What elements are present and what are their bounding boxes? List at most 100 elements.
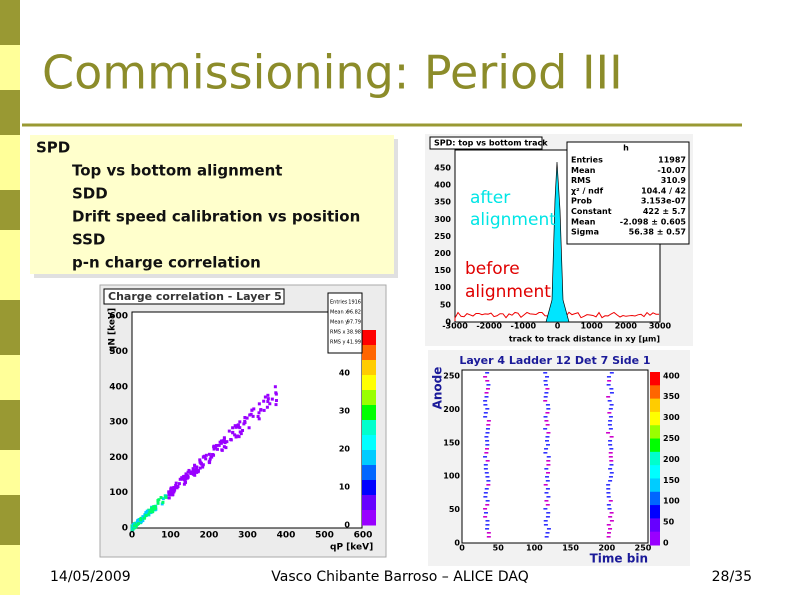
x-tick-label: 0 bbox=[129, 531, 135, 541]
track-dot bbox=[546, 456, 551, 458]
z-tick-label: 300 bbox=[663, 413, 680, 422]
track-dot bbox=[545, 412, 550, 414]
annotation-after: after bbox=[470, 188, 510, 208]
z-tick-label: 150 bbox=[663, 476, 680, 485]
z-tick-label: 400 bbox=[663, 371, 680, 380]
stat-name: χ² / ndf bbox=[571, 186, 604, 195]
stat-name: RMS bbox=[571, 176, 591, 185]
scatter-point bbox=[193, 473, 197, 477]
color-scale bbox=[362, 405, 376, 421]
scatter-point bbox=[231, 426, 235, 430]
scatter-point bbox=[198, 460, 202, 464]
scatter-point bbox=[257, 402, 261, 406]
scatter-point bbox=[231, 430, 235, 434]
color-scale bbox=[650, 531, 660, 546]
track-dot bbox=[609, 388, 614, 390]
track-dot bbox=[545, 476, 550, 478]
track-dot bbox=[483, 400, 488, 402]
track-dot bbox=[486, 424, 491, 426]
track-dot bbox=[546, 512, 551, 514]
track-dot bbox=[485, 380, 490, 382]
color-scale bbox=[650, 385, 660, 400]
track-dot bbox=[485, 440, 490, 442]
track-dot bbox=[608, 428, 613, 430]
scatter-point bbox=[252, 407, 256, 411]
track-dot bbox=[485, 444, 490, 446]
track-dot bbox=[485, 388, 490, 390]
x-tick-label: 300 bbox=[238, 531, 257, 541]
y-tick-label: 200 bbox=[434, 249, 451, 258]
plot-area bbox=[461, 369, 649, 544]
scatter-point bbox=[178, 477, 182, 481]
track-dot bbox=[608, 480, 613, 482]
track-dot bbox=[606, 524, 611, 526]
scatter-point bbox=[168, 491, 172, 495]
color-scale bbox=[362, 465, 376, 481]
scatter-point bbox=[256, 415, 260, 419]
stat-name: Mean bbox=[571, 217, 596, 226]
annotation-after: alignment bbox=[470, 210, 556, 230]
track-dot bbox=[546, 528, 551, 530]
z-tick-label: 0 bbox=[344, 521, 350, 530]
track-dot bbox=[607, 400, 612, 402]
track-dot bbox=[608, 516, 613, 518]
x-axis-label: track to track distance in xy [μm] bbox=[509, 335, 660, 344]
z-tick-label: 30 bbox=[339, 407, 351, 416]
bullet-text: SDD bbox=[72, 185, 108, 203]
scatter-point bbox=[266, 397, 270, 401]
track-dot bbox=[543, 416, 548, 418]
y-tick-label: 150 bbox=[443, 438, 460, 447]
track-dot bbox=[607, 508, 612, 510]
track-dot bbox=[486, 532, 491, 534]
track-dot bbox=[545, 424, 550, 426]
y-tick-label: 600 bbox=[109, 312, 128, 322]
scatter-point bbox=[176, 484, 180, 488]
x-tick-label: 200 bbox=[598, 544, 615, 553]
scatter-point bbox=[233, 433, 237, 437]
y-tick-label: 350 bbox=[434, 198, 451, 207]
track-dot bbox=[485, 372, 490, 374]
track-dot bbox=[608, 468, 613, 470]
scatter-point bbox=[139, 517, 143, 521]
charge-plot: Charge correlation - Layer 50 100 200 300 40… bbox=[99, 284, 387, 558]
track-dot bbox=[544, 420, 549, 422]
track-dot bbox=[543, 428, 548, 430]
scatter-point bbox=[210, 455, 214, 459]
x-tick-label: 400 bbox=[277, 531, 296, 541]
y-tick-label: 0 bbox=[445, 317, 451, 326]
scatter-point bbox=[217, 443, 221, 447]
track-dot bbox=[483, 508, 488, 510]
track-dot bbox=[484, 472, 489, 474]
track-dot bbox=[606, 384, 611, 386]
x-tick-label: 3000 bbox=[649, 322, 672, 331]
y-tick-label: 100 bbox=[434, 283, 451, 292]
track-dot bbox=[608, 456, 613, 458]
scatter-point bbox=[159, 496, 163, 500]
color-scale bbox=[362, 375, 376, 391]
track-dot bbox=[485, 460, 490, 462]
scatter-point bbox=[201, 465, 205, 469]
stat-value: 38.98 bbox=[347, 330, 361, 336]
stat-name: Constant bbox=[571, 207, 612, 216]
scatter-point bbox=[189, 471, 193, 475]
scatter-point bbox=[172, 490, 176, 494]
stat-value: 41.99 bbox=[347, 340, 361, 346]
scatter-point bbox=[215, 443, 219, 447]
stat-value: -2.098 ± 0.605 bbox=[620, 217, 687, 226]
x-tick-label: 0 bbox=[459, 544, 465, 553]
scatter-point bbox=[192, 468, 196, 472]
scatter-point bbox=[185, 473, 189, 477]
x-tick-label: -3000 bbox=[442, 322, 468, 331]
track-dot bbox=[545, 444, 550, 446]
track-dot bbox=[608, 420, 613, 422]
scatter-point bbox=[262, 408, 266, 412]
y-tick-label: 0 bbox=[122, 524, 128, 534]
x-tick-label: 250 bbox=[635, 544, 652, 553]
scatter-point bbox=[156, 501, 160, 505]
track-dot bbox=[486, 384, 491, 386]
track-dot bbox=[483, 464, 488, 466]
track-dot bbox=[608, 408, 613, 410]
scatter-point bbox=[214, 446, 218, 450]
scatter-point bbox=[266, 393, 270, 397]
